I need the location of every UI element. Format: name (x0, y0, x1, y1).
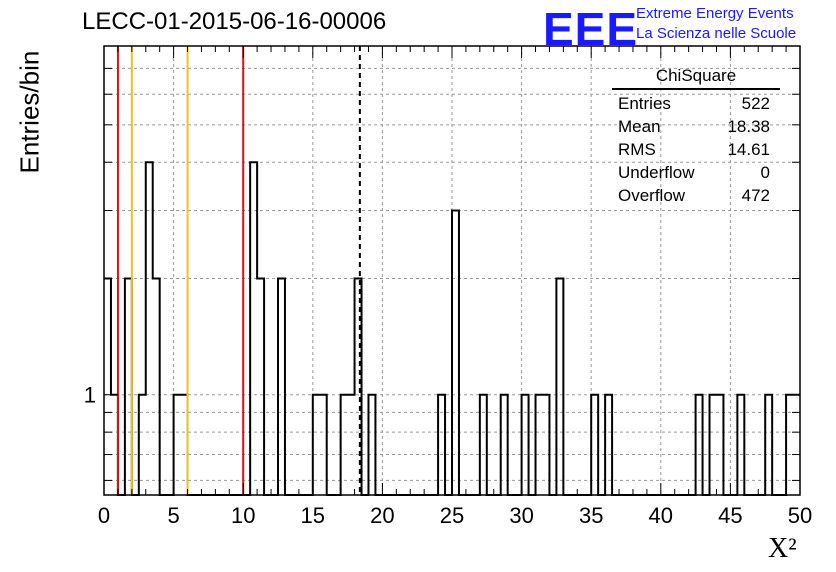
stats-row-label: Underflow (618, 163, 695, 182)
x-tick-label: 35 (579, 503, 603, 528)
stats-row-label: Mean (618, 117, 661, 136)
x-tick-label: 30 (509, 503, 533, 528)
stats-row: Entries 522 (612, 92, 780, 115)
stats-row: Overflow 472 (612, 184, 780, 207)
stats-row-value: 18.38 (727, 117, 770, 136)
chart-title: LECC-01-2015-06-16-00006 (82, 8, 387, 35)
logo-caption-line2: La Scienza nelle Scuole (636, 25, 797, 42)
histogram-outline (104, 161, 800, 496)
x-tick-label: 10 (231, 503, 255, 528)
stats-row-value: 522 (741, 94, 770, 113)
stats-row-value: 14.61 (727, 140, 770, 159)
stats-row-label: Overflow (618, 186, 686, 205)
logo-caption-line1: Extreme Energy Events (636, 5, 794, 22)
stats-box: ChiSquare Entries 522 Mean 18.38 RMS 14.61 Und… (612, 66, 780, 207)
stats-box-title: ChiSquare (612, 66, 780, 90)
x-tick-label: 15 (301, 503, 325, 528)
stats-row: Mean 18.38 (612, 115, 780, 138)
stats-rows: Entries 522 Mean 18.38 RMS 14.61 Underflow 0 Ove… (612, 92, 780, 207)
x-tick-label: 20 (370, 503, 394, 528)
stats-row-label: RMS (618, 140, 656, 159)
stats-row-label: Entries (618, 94, 671, 113)
logo-caption: Extreme Energy Events La Scienza nelle S… (636, 4, 796, 44)
x-tick-label: 0 (98, 503, 110, 528)
stats-row-value: 0 (760, 163, 770, 182)
x-tick-label: 45 (718, 503, 742, 528)
x-tick-label: 50 (788, 503, 812, 528)
x-tick-label: 40 (649, 503, 673, 528)
x-axis-label: X² (768, 533, 797, 564)
x-tick-label: 25 (440, 503, 464, 528)
x-tick-label: 5 (167, 503, 179, 528)
stats-row: Underflow 0 (612, 161, 780, 184)
stats-row: RMS 14.61 (612, 138, 780, 161)
y-tick-label: 1 (84, 383, 96, 408)
stats-row-value: 472 (741, 186, 770, 205)
